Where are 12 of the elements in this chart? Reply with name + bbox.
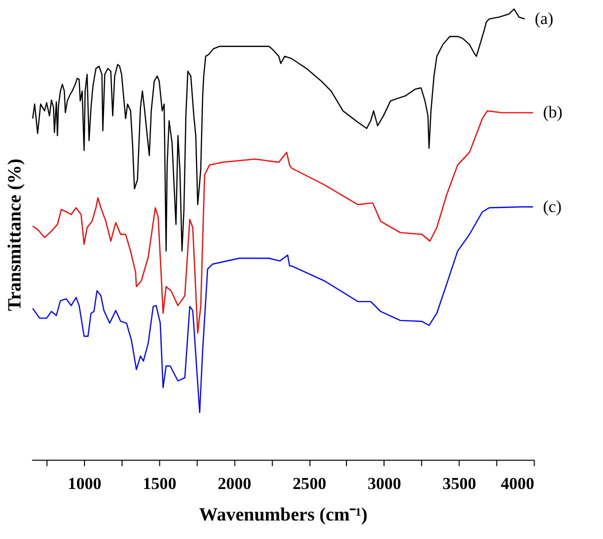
x-tick-label: 4000 [500, 474, 534, 493]
y-axis-title: Transmittance (%) [4, 158, 26, 312]
x-tick-label: 1500 [142, 474, 176, 493]
series-label: (b) [542, 102, 563, 122]
x-axis-title: Wavenumbers (cm⁻¹) [198, 504, 368, 526]
x-tick-label: 3000 [368, 474, 402, 493]
series-label: (a) [534, 8, 554, 28]
x-tick-label: 2500 [292, 474, 326, 493]
x-tick-label: 1000 [68, 474, 102, 493]
series-label: (c) [542, 196, 562, 216]
x-tick-label: 3500 [442, 474, 476, 493]
x-tick-label: 2000 [218, 474, 252, 493]
